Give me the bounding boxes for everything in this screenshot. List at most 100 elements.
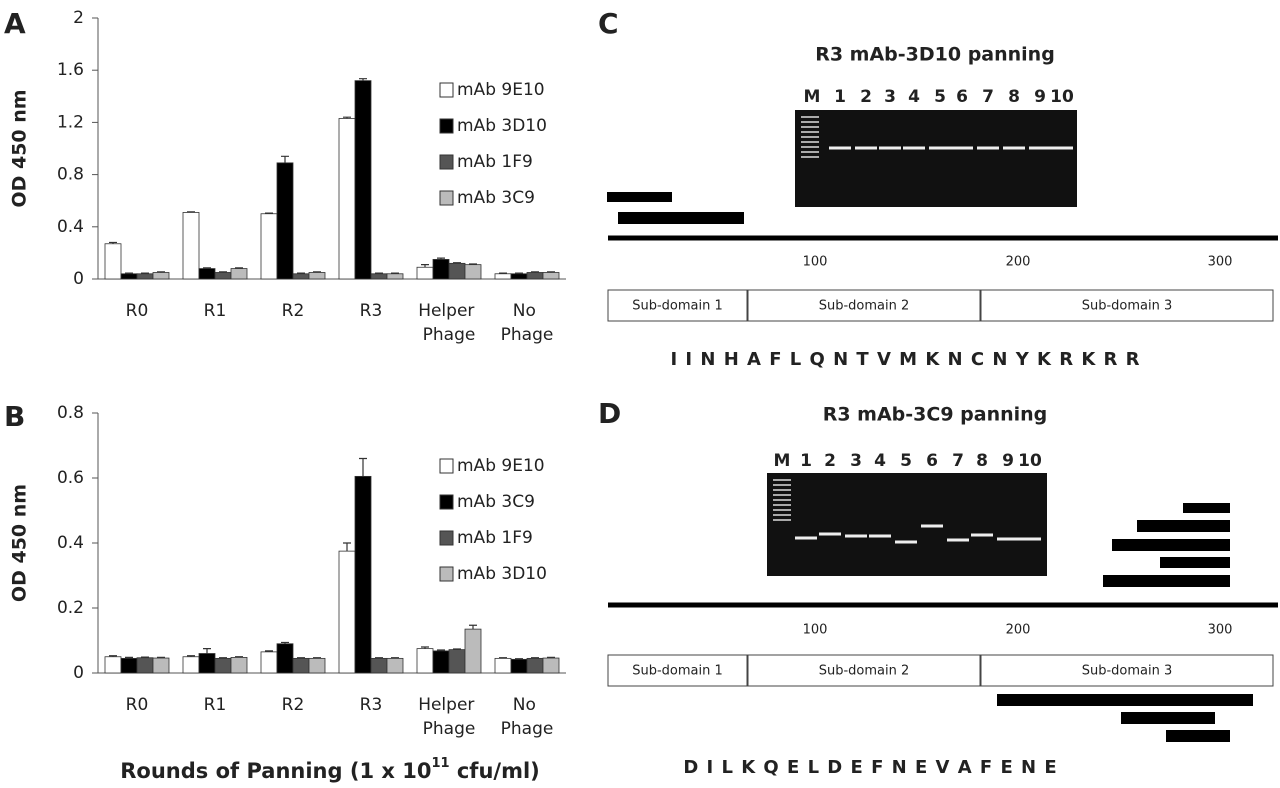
error-bar [453, 648, 461, 650]
legend-label: mAb 9E10 [457, 456, 545, 476]
ladder-band [773, 499, 791, 501]
x-axis-label: Rounds of Panning (1 x 1011 cfu/ml) [120, 756, 540, 784]
legend-swatch [439, 82, 454, 98]
error-bar [375, 272, 383, 274]
peptide-sequence: D I L K Q E L D E F N E V A F E N E [683, 757, 1056, 778]
error-bar [515, 658, 523, 660]
bar [386, 657, 404, 674]
error-bar [343, 542, 351, 552]
domain-label: Sub-domain 1 [632, 664, 723, 679]
error-bar [235, 656, 243, 658]
x-axis-label-part: Rounds of Panning (1 x 10 [120, 759, 431, 783]
x-tick-label: Helper Phage [418, 301, 480, 345]
error-bar [313, 657, 321, 659]
bar [386, 273, 404, 280]
legend-label: mAb 1F9 [457, 152, 533, 172]
bar [136, 657, 154, 674]
x-tick-label: No Phage [501, 301, 554, 345]
x-axis-label-part: cfu/ml) [450, 759, 540, 783]
panel-label: D [598, 397, 621, 430]
gel-band [977, 146, 999, 150]
lane-label: 4 [874, 451, 886, 471]
ladder-band [773, 519, 791, 521]
axis-tick-label: 300 [1208, 623, 1233, 638]
error-bar [125, 272, 133, 274]
bar [120, 657, 138, 674]
ladder-band [773, 509, 791, 511]
ladder-band [801, 136, 819, 138]
bar [494, 657, 512, 674]
gel-band [971, 533, 993, 537]
bar [292, 273, 310, 280]
axis-tick-label: 200 [1006, 255, 1031, 270]
lane-label: 6 [926, 451, 938, 471]
error-bar [219, 657, 227, 659]
error-bar [391, 272, 399, 274]
bar [416, 648, 434, 674]
bar [198, 268, 216, 280]
legend-label: mAb 3D10 [457, 116, 547, 136]
error-bar [421, 646, 429, 649]
legend-label: mAb 3C9 [457, 188, 535, 208]
legend-swatch [439, 530, 454, 546]
error-bar [281, 641, 289, 644]
error-bar [141, 656, 149, 658]
bar [510, 273, 528, 280]
fragment-bar [1183, 503, 1230, 513]
legend-label: mAb 3C9 [457, 492, 535, 512]
gel-band [855, 146, 877, 150]
error-bar [359, 78, 367, 81]
bar [510, 658, 528, 674]
x-tick-label: R0 [126, 301, 149, 321]
panel-title: R3 mAb-3C9 panning [823, 404, 1048, 426]
x-tick-label: R2 [282, 695, 305, 715]
error-bar [499, 657, 507, 659]
lane-label: 5 [934, 87, 946, 107]
bar [494, 273, 512, 280]
gel-band [903, 146, 925, 150]
lane-label: 10 [1018, 451, 1042, 471]
lane-label: 2 [860, 87, 872, 107]
y-tick-label: 2 [73, 8, 84, 28]
gel-band [921, 524, 943, 528]
x-tick-label: R2 [282, 301, 305, 321]
gel-band [895, 540, 917, 544]
y-tick-label: 0.4 [57, 533, 84, 553]
error-bar [109, 655, 117, 657]
legend-swatch [439, 154, 454, 170]
axis-tick-label: 200 [1006, 623, 1031, 638]
fragment-bar [1137, 520, 1230, 532]
gel-band [929, 146, 951, 150]
error-bar [437, 649, 445, 651]
ladder-band [801, 126, 819, 128]
error-bar [547, 656, 555, 659]
y-axis-label: OD 450 nm [9, 89, 31, 207]
x-tick-label: R0 [126, 695, 149, 715]
legend-swatch [439, 190, 454, 206]
domain-box [980, 654, 1274, 687]
bar [448, 262, 466, 280]
error-bar [297, 272, 305, 274]
y-tick-label: 0.2 [57, 598, 84, 618]
domain-box [747, 289, 981, 322]
error-bar [453, 262, 461, 264]
bar [338, 118, 356, 280]
gel-band [879, 146, 901, 150]
error-bar [421, 264, 429, 268]
gel-band [1019, 537, 1041, 541]
legend-swatch [439, 494, 454, 510]
legend-label: mAb 3D10 [457, 564, 547, 584]
error-bar [343, 116, 351, 119]
error-bar [157, 656, 165, 659]
domain-label: Sub-domain 2 [819, 299, 910, 314]
ladder-band [801, 116, 819, 118]
bar [464, 264, 482, 280]
bar [308, 657, 326, 674]
bar [230, 657, 248, 674]
fragment-bar [1121, 712, 1215, 724]
x-tick-label: Helper Phage [418, 695, 480, 739]
bar [214, 272, 232, 280]
lane-label: 5 [900, 451, 912, 471]
lane-label: 7 [982, 87, 994, 107]
